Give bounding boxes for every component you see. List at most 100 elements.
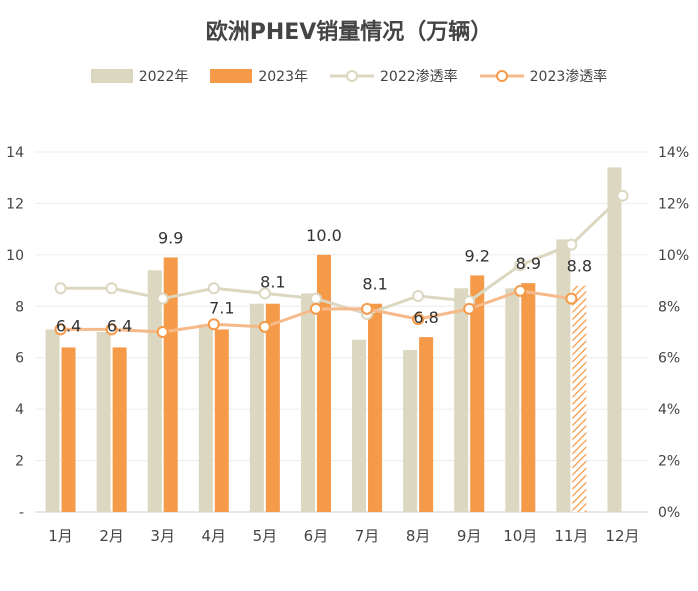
line-point	[616, 189, 629, 202]
line-point	[207, 282, 220, 295]
y2-tick-label: 6%	[658, 351, 680, 367]
y2-tick-label: 14%	[658, 145, 689, 161]
bar-2022	[300, 293, 315, 512]
y-tick-label: -	[19, 505, 24, 521]
line-point	[412, 313, 425, 326]
line-point	[105, 282, 118, 295]
bar-2022	[556, 239, 571, 512]
bar-2022	[198, 324, 213, 512]
legend-label-2022: 2022年	[138, 69, 189, 85]
legend: 2022年 2023年 2022渗透率 2023渗透率	[0, 66, 698, 86]
line-point	[514, 259, 527, 272]
bar-2022	[607, 167, 622, 512]
x-tick-label: 3月	[150, 527, 175, 545]
data-label: 8.9	[516, 254, 541, 273]
data-label: 7.1	[209, 298, 234, 317]
y2-tick-label: 10%	[658, 248, 689, 264]
line-point	[309, 302, 322, 315]
bar-2023	[521, 283, 536, 512]
x-tick-label: 1月	[48, 527, 73, 545]
bar-2022	[147, 270, 162, 512]
y2-tick-label: 2%	[658, 454, 680, 470]
y-tick-label: 4	[15, 402, 24, 418]
data-label: 9.2	[464, 246, 489, 265]
bar-2023	[265, 303, 280, 512]
data-label: 6.4	[56, 316, 81, 335]
y2-tick-label: 12%	[658, 196, 689, 212]
bar-2022	[505, 288, 520, 512]
legend-item-2022-rate: 2022渗透率	[330, 66, 458, 86]
x-tick-label: 8月	[406, 527, 431, 545]
line-point	[361, 302, 374, 315]
legend-label-2023-rate: 2023渗透率	[529, 69, 608, 85]
bar-2022	[403, 350, 418, 512]
line-point	[156, 326, 169, 338]
data-label: 9.9	[158, 228, 183, 247]
y-tick-label: 2	[15, 454, 24, 470]
line-point	[156, 292, 169, 305]
bar-2023	[163, 257, 178, 512]
x-tick-label: 7月	[355, 527, 380, 545]
series-line	[60, 194, 624, 316]
line-point	[105, 323, 118, 336]
line-point	[309, 292, 322, 305]
line-point	[258, 287, 271, 300]
bar-2022	[454, 288, 469, 512]
legend-swatch-2022	[90, 69, 133, 83]
line-point	[412, 290, 425, 302]
line-point	[565, 292, 578, 305]
legend-item-2022: 2022年	[90, 66, 189, 86]
legend-label-2022-rate: 2022渗透率	[380, 69, 458, 85]
legend-swatch-2023	[210, 69, 253, 83]
y-tick-label: 14	[6, 145, 24, 161]
x-tick-label: 2月	[99, 527, 124, 545]
y2-tick-label: 0%	[658, 505, 680, 521]
bar-2023	[316, 254, 331, 512]
legend-item-2023: 2023年	[210, 66, 308, 86]
bar-2023	[470, 275, 485, 512]
x-tick-label: 10月	[503, 527, 537, 545]
chart-title: 欧洲PHEV销量情况（万辆）	[205, 20, 493, 45]
x-tick-label: 12月	[605, 527, 639, 545]
line-point	[54, 323, 67, 336]
line-point	[514, 284, 527, 297]
data-label: 8.8	[567, 257, 592, 276]
bar-2023	[214, 329, 229, 512]
x-tick-label: 4月	[202, 527, 227, 545]
legend-item-2023-rate: 2023渗透率	[479, 66, 608, 86]
y2-tick-label: 4%	[658, 402, 680, 418]
line-point	[463, 302, 476, 315]
line-point	[54, 282, 67, 295]
data-label: 6.8	[413, 308, 438, 327]
data-label: 10.0	[306, 226, 342, 245]
x-tick-label: 9月	[457, 527, 482, 545]
x-tick-label: 11月	[554, 527, 588, 545]
bar-2023	[419, 337, 434, 512]
legend-swatch-2022-rate	[330, 70, 374, 82]
legend-swatch-2023-rate	[479, 70, 524, 82]
y-tick-label: 12	[6, 196, 24, 212]
bar-2023	[368, 303, 383, 512]
y2-tick-label: 8%	[658, 299, 680, 315]
data-label: 6.4	[107, 316, 132, 335]
x-tick-label: 5月	[253, 527, 278, 545]
x-tick-label: 6月	[304, 527, 329, 545]
legend-label-2023: 2023年	[258, 69, 308, 85]
line-point	[207, 318, 220, 331]
bar-2022	[96, 332, 111, 512]
y-tick-label: 6	[15, 351, 24, 367]
bar-2023	[572, 285, 587, 512]
bar-2023	[61, 347, 76, 512]
y-tick-label: 10	[6, 248, 24, 264]
data-label: 8.1	[362, 275, 387, 294]
line-point	[565, 238, 578, 251]
bar-2022	[249, 303, 264, 512]
y-tick-label: 8	[15, 299, 24, 315]
data-label: 8.1	[260, 273, 285, 292]
bar-2022	[45, 329, 60, 512]
line-point	[258, 320, 271, 333]
bar-2023	[112, 347, 127, 512]
bar-2022	[352, 339, 367, 512]
